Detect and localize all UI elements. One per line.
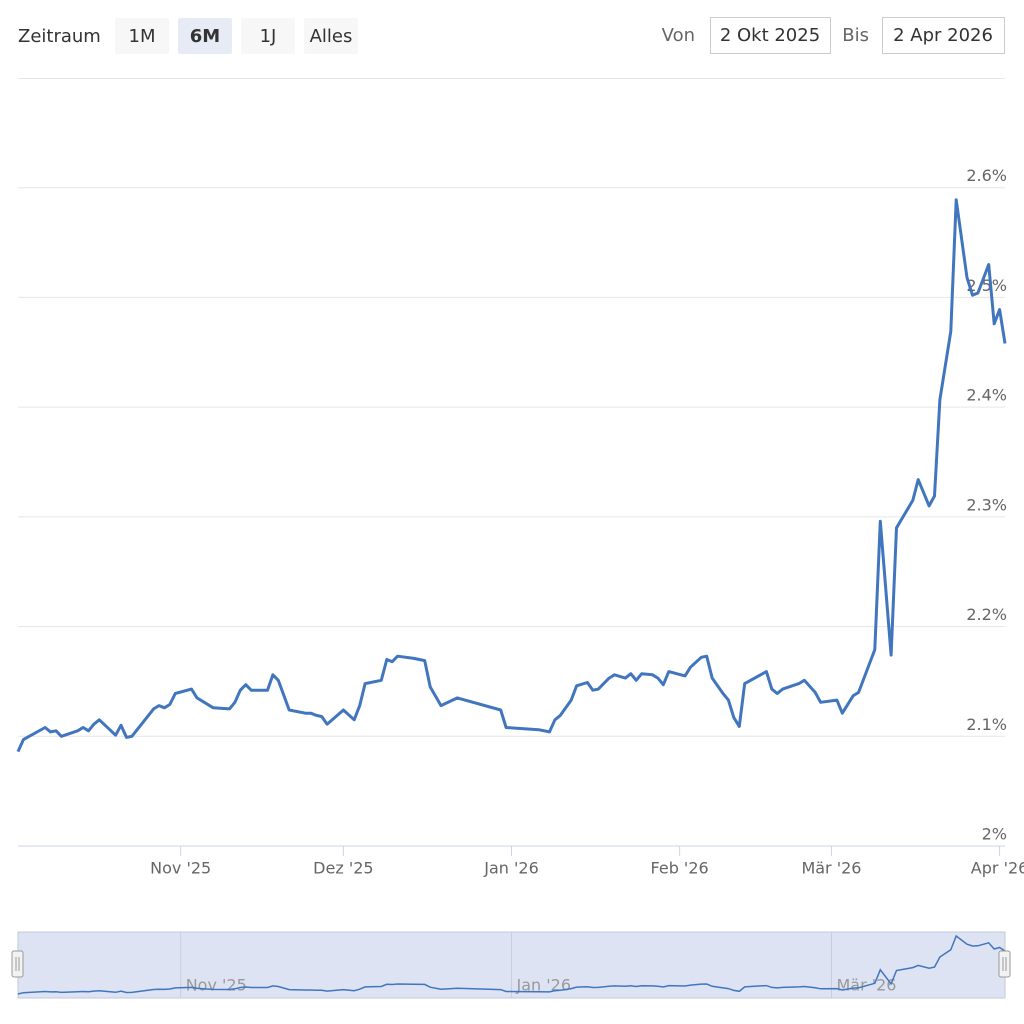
y-tick-label: 2.1% (966, 715, 1007, 734)
to-value[interactable]: 2 Apr 2026 (893, 25, 993, 46)
x-tick-label: Mär '26 (801, 859, 861, 878)
from-label: Von (662, 25, 695, 46)
range-button[interactable] (115, 18, 169, 54)
y-tick-label: 2% (982, 825, 1007, 844)
y-tick-label: 2.5% (966, 276, 1007, 295)
range-button[interactable] (178, 18, 232, 54)
navigator-line (17, 934, 1006, 995)
y-tick-label: 2.6% (966, 166, 1007, 185)
y-tick-label: 2.4% (966, 386, 1007, 405)
range-button-label[interactable]: Alles (310, 26, 353, 47)
x-tick-label: Nov '25 (150, 859, 211, 878)
y-tick-label: 2.2% (966, 605, 1007, 624)
range-button[interactable] (241, 18, 295, 54)
navigator-handle[interactable] (998, 950, 1011, 978)
data-line (16, 198, 1007, 753)
y-tick-label: 2.3% (966, 495, 1007, 514)
range-button-label[interactable]: 6M (190, 26, 220, 47)
range-button[interactable] (304, 18, 358, 54)
x-tick-label: Feb '26 (651, 859, 709, 878)
x-tick-label: Apr '26 (971, 859, 1024, 878)
range-button-label[interactable]: 1M (129, 26, 156, 47)
range-button-label[interactable]: 1J (260, 26, 277, 47)
x-tick-label: Dez '25 (313, 859, 373, 878)
navigator-tick-label: Nov '25 (186, 976, 247, 995)
to-label: Bis (842, 25, 869, 46)
navigator-handle[interactable] (11, 950, 24, 978)
to-input[interactable] (882, 17, 1005, 54)
range-label: Zeitraum (18, 26, 101, 47)
from-input[interactable] (710, 17, 831, 54)
x-tick-label: Jan '26 (483, 859, 539, 878)
from-value[interactable]: 2 Okt 2025 (720, 25, 820, 46)
